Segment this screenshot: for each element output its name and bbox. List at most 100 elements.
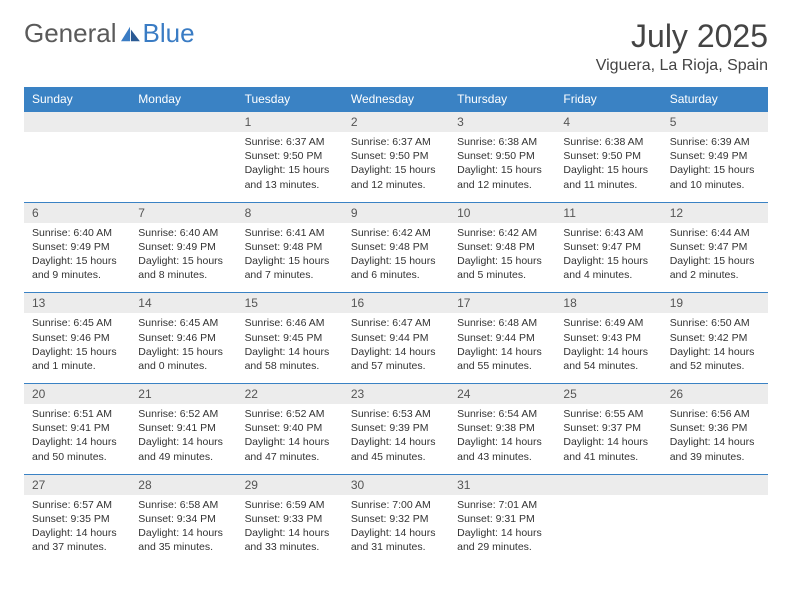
calendar-day: 1Sunrise: 6:37 AMSunset: 9:50 PMDaylight… bbox=[237, 112, 343, 203]
day-number: 7 bbox=[130, 203, 236, 223]
brand-part2: Blue bbox=[143, 18, 195, 49]
location-label: Viguera, La Rioja, Spain bbox=[596, 57, 768, 75]
weekday-header: Sunday bbox=[24, 87, 130, 112]
day-details: Sunrise: 6:39 AMSunset: 9:49 PMDaylight:… bbox=[662, 132, 768, 202]
day-details: Sunrise: 6:37 AMSunset: 9:50 PMDaylight:… bbox=[237, 132, 343, 202]
title-block: July 2025 Viguera, La Rioja, Spain bbox=[596, 18, 768, 75]
calendar-day: 17Sunrise: 6:48 AMSunset: 9:44 PMDayligh… bbox=[449, 293, 555, 384]
day-details: Sunrise: 6:40 AMSunset: 9:49 PMDaylight:… bbox=[24, 223, 130, 293]
day-details: Sunrise: 6:38 AMSunset: 9:50 PMDaylight:… bbox=[555, 132, 661, 202]
day-details: Sunrise: 6:44 AMSunset: 9:47 PMDaylight:… bbox=[662, 223, 768, 293]
day-details: Sunrise: 7:01 AMSunset: 9:31 PMDaylight:… bbox=[449, 495, 555, 565]
day-details: Sunrise: 6:45 AMSunset: 9:46 PMDaylight:… bbox=[130, 313, 236, 383]
weekday-header: Thursday bbox=[449, 87, 555, 112]
calendar-head: SundayMondayTuesdayWednesdayThursdayFrid… bbox=[24, 87, 768, 112]
calendar-empty bbox=[24, 112, 130, 203]
day-details: Sunrise: 6:46 AMSunset: 9:45 PMDaylight:… bbox=[237, 313, 343, 383]
calendar-day: 30Sunrise: 7:00 AMSunset: 9:32 PMDayligh… bbox=[343, 474, 449, 564]
calendar-day: 22Sunrise: 6:52 AMSunset: 9:40 PMDayligh… bbox=[237, 384, 343, 475]
calendar-day: 31Sunrise: 7:01 AMSunset: 9:31 PMDayligh… bbox=[449, 474, 555, 564]
day-details: Sunrise: 6:52 AMSunset: 9:40 PMDaylight:… bbox=[237, 404, 343, 474]
day-details: Sunrise: 6:59 AMSunset: 9:33 PMDaylight:… bbox=[237, 495, 343, 565]
page-title: July 2025 bbox=[596, 18, 768, 55]
calendar-day: 27Sunrise: 6:57 AMSunset: 9:35 PMDayligh… bbox=[24, 474, 130, 564]
day-number: 1 bbox=[237, 112, 343, 132]
calendar-empty bbox=[662, 474, 768, 564]
calendar-table: SundayMondayTuesdayWednesdayThursdayFrid… bbox=[24, 87, 768, 564]
day-details: Sunrise: 6:57 AMSunset: 9:35 PMDaylight:… bbox=[24, 495, 130, 565]
day-number: 11 bbox=[555, 203, 661, 223]
calendar-day: 18Sunrise: 6:49 AMSunset: 9:43 PMDayligh… bbox=[555, 293, 661, 384]
day-details: Sunrise: 6:48 AMSunset: 9:44 PMDaylight:… bbox=[449, 313, 555, 383]
day-details: Sunrise: 6:53 AMSunset: 9:39 PMDaylight:… bbox=[343, 404, 449, 474]
day-details: Sunrise: 7:00 AMSunset: 9:32 PMDaylight:… bbox=[343, 495, 449, 565]
day-number: 3 bbox=[449, 112, 555, 132]
calendar-day: 16Sunrise: 6:47 AMSunset: 9:44 PMDayligh… bbox=[343, 293, 449, 384]
day-details: Sunrise: 6:58 AMSunset: 9:34 PMDaylight:… bbox=[130, 495, 236, 565]
day-details: Sunrise: 6:38 AMSunset: 9:50 PMDaylight:… bbox=[449, 132, 555, 202]
day-details: Sunrise: 6:50 AMSunset: 9:42 PMDaylight:… bbox=[662, 313, 768, 383]
day-number: 14 bbox=[130, 293, 236, 313]
calendar-empty bbox=[555, 474, 661, 564]
calendar-day: 4Sunrise: 6:38 AMSunset: 9:50 PMDaylight… bbox=[555, 112, 661, 203]
weekday-header: Friday bbox=[555, 87, 661, 112]
day-details: Sunrise: 6:45 AMSunset: 9:46 PMDaylight:… bbox=[24, 313, 130, 383]
calendar-day: 21Sunrise: 6:52 AMSunset: 9:41 PMDayligh… bbox=[130, 384, 236, 475]
day-details: Sunrise: 6:41 AMSunset: 9:48 PMDaylight:… bbox=[237, 223, 343, 293]
calendar-day: 9Sunrise: 6:42 AMSunset: 9:48 PMDaylight… bbox=[343, 202, 449, 293]
calendar-day: 14Sunrise: 6:45 AMSunset: 9:46 PMDayligh… bbox=[130, 293, 236, 384]
day-number: 20 bbox=[24, 384, 130, 404]
calendar-day: 8Sunrise: 6:41 AMSunset: 9:48 PMDaylight… bbox=[237, 202, 343, 293]
day-details: Sunrise: 6:51 AMSunset: 9:41 PMDaylight:… bbox=[24, 404, 130, 474]
calendar-day: 28Sunrise: 6:58 AMSunset: 9:34 PMDayligh… bbox=[130, 474, 236, 564]
calendar-day: 29Sunrise: 6:59 AMSunset: 9:33 PMDayligh… bbox=[237, 474, 343, 564]
calendar-week: 6Sunrise: 6:40 AMSunset: 9:49 PMDaylight… bbox=[24, 202, 768, 293]
calendar-body: 1Sunrise: 6:37 AMSunset: 9:50 PMDaylight… bbox=[24, 112, 768, 565]
calendar-day: 13Sunrise: 6:45 AMSunset: 9:46 PMDayligh… bbox=[24, 293, 130, 384]
day-number: 25 bbox=[555, 384, 661, 404]
day-details: Sunrise: 6:55 AMSunset: 9:37 PMDaylight:… bbox=[555, 404, 661, 474]
day-number: 8 bbox=[237, 203, 343, 223]
calendar-day: 2Sunrise: 6:37 AMSunset: 9:50 PMDaylight… bbox=[343, 112, 449, 203]
calendar-day: 24Sunrise: 6:54 AMSunset: 9:38 PMDayligh… bbox=[449, 384, 555, 475]
calendar-day: 11Sunrise: 6:43 AMSunset: 9:47 PMDayligh… bbox=[555, 202, 661, 293]
weekday-header: Tuesday bbox=[237, 87, 343, 112]
day-number: 29 bbox=[237, 475, 343, 495]
calendar-day: 3Sunrise: 6:38 AMSunset: 9:50 PMDaylight… bbox=[449, 112, 555, 203]
calendar-day: 19Sunrise: 6:50 AMSunset: 9:42 PMDayligh… bbox=[662, 293, 768, 384]
sail-icon bbox=[119, 25, 141, 43]
day-details: Sunrise: 6:42 AMSunset: 9:48 PMDaylight:… bbox=[449, 223, 555, 293]
day-number: 31 bbox=[449, 475, 555, 495]
day-number: 12 bbox=[662, 203, 768, 223]
day-number: 10 bbox=[449, 203, 555, 223]
day-details: Sunrise: 6:49 AMSunset: 9:43 PMDaylight:… bbox=[555, 313, 661, 383]
day-number: 15 bbox=[237, 293, 343, 313]
day-number: 24 bbox=[449, 384, 555, 404]
calendar-day: 15Sunrise: 6:46 AMSunset: 9:45 PMDayligh… bbox=[237, 293, 343, 384]
header: General Blue July 2025 Viguera, La Rioja… bbox=[24, 18, 768, 75]
day-number: 30 bbox=[343, 475, 449, 495]
day-details: Sunrise: 6:56 AMSunset: 9:36 PMDaylight:… bbox=[662, 404, 768, 474]
calendar-day: 23Sunrise: 6:53 AMSunset: 9:39 PMDayligh… bbox=[343, 384, 449, 475]
day-number: 22 bbox=[237, 384, 343, 404]
brand-part1: General bbox=[24, 18, 117, 49]
day-number: 26 bbox=[662, 384, 768, 404]
day-number: 2 bbox=[343, 112, 449, 132]
calendar-day: 25Sunrise: 6:55 AMSunset: 9:37 PMDayligh… bbox=[555, 384, 661, 475]
calendar-week: 1Sunrise: 6:37 AMSunset: 9:50 PMDaylight… bbox=[24, 112, 768, 203]
calendar-day: 10Sunrise: 6:42 AMSunset: 9:48 PMDayligh… bbox=[449, 202, 555, 293]
day-number: 5 bbox=[662, 112, 768, 132]
calendar-week: 27Sunrise: 6:57 AMSunset: 9:35 PMDayligh… bbox=[24, 474, 768, 564]
calendar-day: 26Sunrise: 6:56 AMSunset: 9:36 PMDayligh… bbox=[662, 384, 768, 475]
brand-logo: General Blue bbox=[24, 18, 195, 49]
day-number: 19 bbox=[662, 293, 768, 313]
day-number: 9 bbox=[343, 203, 449, 223]
weekday-header: Monday bbox=[130, 87, 236, 112]
day-details: Sunrise: 6:52 AMSunset: 9:41 PMDaylight:… bbox=[130, 404, 236, 474]
day-number: 28 bbox=[130, 475, 236, 495]
day-number: 21 bbox=[130, 384, 236, 404]
calendar-day: 20Sunrise: 6:51 AMSunset: 9:41 PMDayligh… bbox=[24, 384, 130, 475]
day-number: 4 bbox=[555, 112, 661, 132]
day-details: Sunrise: 6:54 AMSunset: 9:38 PMDaylight:… bbox=[449, 404, 555, 474]
calendar-week: 13Sunrise: 6:45 AMSunset: 9:46 PMDayligh… bbox=[24, 293, 768, 384]
